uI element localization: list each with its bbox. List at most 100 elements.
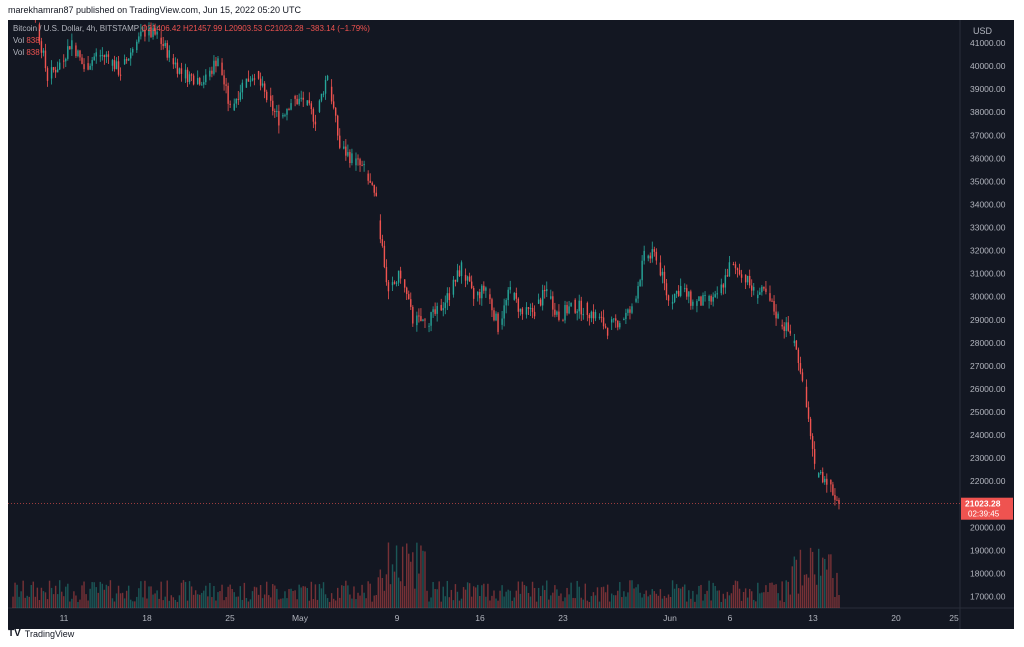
volume-bar bbox=[422, 550, 424, 608]
volume-bar bbox=[458, 600, 461, 608]
volume-bar bbox=[507, 589, 509, 608]
candle-body bbox=[168, 50, 170, 58]
volume-bar bbox=[799, 549, 802, 608]
candle-body bbox=[509, 287, 511, 290]
volume-bar bbox=[272, 584, 274, 608]
candle-body bbox=[424, 319, 426, 321]
volume-bar bbox=[22, 580, 24, 608]
volume-bar bbox=[708, 580, 710, 608]
candle-body bbox=[136, 41, 138, 51]
candle-body bbox=[367, 173, 369, 181]
price-tick-label: 20000.00 bbox=[970, 522, 1006, 532]
volume-bar bbox=[428, 601, 430, 608]
candle-body bbox=[403, 279, 406, 288]
candle-body bbox=[556, 311, 558, 315]
volume-bar bbox=[430, 597, 432, 608]
candle-body bbox=[142, 30, 144, 32]
volume-bar bbox=[511, 600, 513, 608]
candlestick-chart[interactable]: USD17000.0018000.0019000.0020000.0021000… bbox=[8, 20, 1014, 629]
ohlc-high: H21457.99 bbox=[183, 24, 223, 33]
volume-bar bbox=[235, 596, 237, 608]
volume-bar bbox=[395, 545, 398, 608]
candle-body bbox=[144, 30, 146, 37]
volume-bar bbox=[270, 597, 272, 608]
price-tick-label: 34000.00 bbox=[970, 199, 1006, 209]
candle-body bbox=[140, 31, 142, 37]
candle-body bbox=[71, 40, 73, 50]
volume-bar bbox=[801, 585, 804, 608]
volume-bar bbox=[442, 586, 444, 608]
volume-bar bbox=[779, 600, 781, 608]
candle-body bbox=[422, 319, 424, 322]
candle-body bbox=[566, 305, 568, 314]
volume-bar bbox=[61, 591, 63, 608]
candle-body bbox=[442, 308, 444, 311]
candle-body bbox=[696, 301, 698, 306]
volume-bar bbox=[215, 600, 217, 608]
volume-bar bbox=[377, 577, 380, 608]
volume-bar bbox=[491, 595, 493, 608]
candle-body bbox=[690, 291, 692, 306]
candle-body bbox=[247, 78, 250, 82]
volume-bar bbox=[148, 586, 150, 608]
price-tick-label: 33000.00 bbox=[970, 223, 1006, 233]
candle-body bbox=[176, 62, 179, 74]
candle-body bbox=[42, 50, 45, 53]
volume-bar bbox=[138, 588, 140, 608]
volume-bar bbox=[744, 588, 747, 608]
candle-body bbox=[282, 114, 284, 117]
candle-body bbox=[399, 270, 402, 279]
candle-body bbox=[412, 306, 414, 324]
volume-bar bbox=[475, 587, 477, 608]
candle-body bbox=[67, 46, 69, 59]
volume-bar bbox=[570, 582, 572, 608]
volume-bar bbox=[365, 598, 367, 608]
candle-body bbox=[714, 294, 716, 298]
volume-bar bbox=[564, 597, 566, 608]
bar-countdown-label: 02:39:45 bbox=[968, 510, 1000, 519]
candle-body bbox=[493, 310, 495, 321]
volume-bar bbox=[292, 590, 294, 608]
volume-bar bbox=[213, 585, 215, 608]
volume-bar bbox=[677, 588, 680, 608]
volume-bar bbox=[385, 574, 388, 608]
volume-bar bbox=[479, 596, 481, 608]
candle-body bbox=[574, 299, 576, 313]
volume-bar bbox=[130, 599, 132, 608]
volume-bar bbox=[152, 594, 154, 608]
volume-bar bbox=[582, 599, 584, 608]
candle-body bbox=[629, 309, 631, 313]
volume-bar bbox=[714, 586, 716, 608]
volume-bar bbox=[75, 595, 77, 608]
volume-bar bbox=[621, 597, 623, 608]
candle-body bbox=[568, 306, 570, 314]
candle-body bbox=[123, 59, 126, 65]
candle-body bbox=[539, 299, 542, 306]
volume-bar bbox=[828, 554, 830, 608]
volume-bar bbox=[28, 596, 30, 608]
volume-bar bbox=[249, 599, 252, 608]
candle-body bbox=[223, 75, 225, 85]
volume-bar bbox=[178, 595, 181, 608]
volume-bar bbox=[50, 587, 53, 608]
candle-body bbox=[811, 436, 814, 449]
volume-bar bbox=[199, 594, 201, 608]
candle-body bbox=[174, 62, 177, 65]
candle-body bbox=[501, 318, 503, 325]
candle-body bbox=[308, 100, 311, 104]
candle-body bbox=[227, 85, 229, 104]
volume-bar bbox=[728, 595, 731, 608]
price-tick-label: 39000.00 bbox=[970, 84, 1006, 94]
volume-bar bbox=[608, 601, 611, 608]
chart-panel[interactable]: USD17000.0018000.0019000.0020000.0021000… bbox=[8, 20, 1014, 629]
volume-bar bbox=[263, 594, 266, 608]
volume-bar bbox=[724, 598, 727, 608]
candle-body bbox=[491, 299, 493, 311]
candle-body bbox=[590, 311, 593, 319]
volume-bar bbox=[219, 591, 221, 608]
volume-bar bbox=[661, 598, 664, 608]
volume-bar bbox=[826, 569, 828, 608]
candle-body bbox=[58, 62, 61, 70]
volume-bar bbox=[688, 590, 690, 608]
candle-body bbox=[430, 312, 432, 326]
